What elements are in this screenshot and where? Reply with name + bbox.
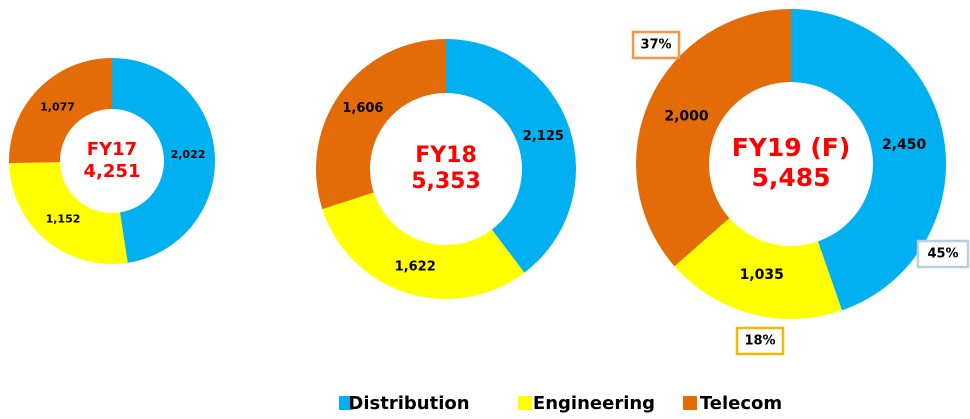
legend-label: Engineering xyxy=(533,393,655,414)
callout-label: 18% xyxy=(744,334,775,349)
slice-label: 1,152 xyxy=(46,212,81,225)
donut-slice xyxy=(112,58,215,263)
slice-label: 1,622 xyxy=(395,259,436,274)
callout-box xyxy=(631,30,681,60)
slice-label: 2,000 xyxy=(664,109,709,125)
legend-swatch xyxy=(683,396,697,410)
legend-swatch xyxy=(518,396,532,410)
donut-slice xyxy=(316,39,446,210)
legend-swatch xyxy=(339,396,353,410)
callout-box xyxy=(916,239,970,269)
donut-total: 5,485 xyxy=(751,163,830,192)
donut-slice xyxy=(635,9,791,267)
donut-slice xyxy=(9,162,128,264)
legend-label: Distribution xyxy=(348,393,469,414)
slice-label: 2,450 xyxy=(882,137,927,153)
callout-box xyxy=(735,326,785,356)
donut-slice xyxy=(791,9,946,311)
donut-title: FY18 xyxy=(415,143,477,168)
callout-label: 45% xyxy=(927,247,958,262)
callout-label: 37% xyxy=(640,38,671,53)
donut-slice xyxy=(674,218,842,319)
donut-total: 5,353 xyxy=(411,169,481,194)
donut-title: FY17 xyxy=(87,139,137,160)
slice-label: 2,125 xyxy=(523,129,564,144)
donut-total: 4,251 xyxy=(84,161,141,182)
donut-slice xyxy=(322,192,525,299)
slice-label: 1,606 xyxy=(342,101,383,116)
slice-label: 1,077 xyxy=(40,101,75,114)
slice-label: 1,035 xyxy=(740,267,784,283)
donut-slice xyxy=(8,58,112,164)
donut-title: FY19 (F) xyxy=(732,133,851,162)
slice-label: 2,022 xyxy=(171,148,206,161)
legend-label: Telecom xyxy=(700,393,782,414)
donut-slice xyxy=(446,39,576,273)
